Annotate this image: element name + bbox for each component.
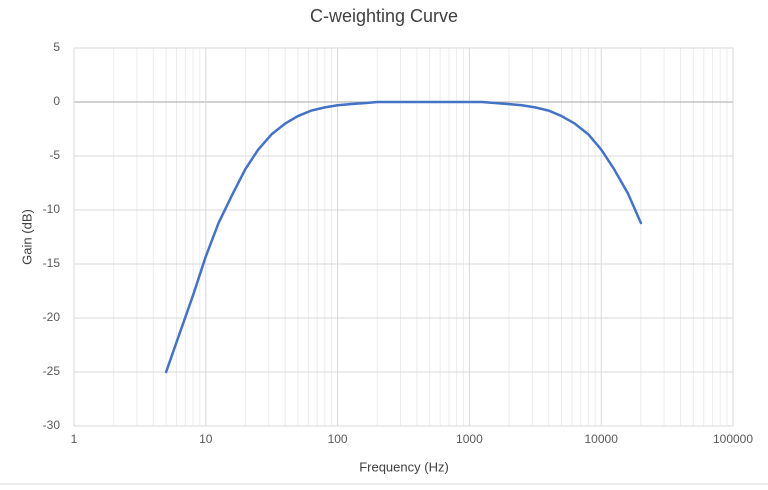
plot-border — [73, 47, 734, 427]
x-tick-label: 100000 — [713, 432, 753, 446]
y-tick-label: -25 — [43, 364, 61, 378]
x-tick-label: 1000 — [456, 432, 483, 446]
y-tick-label: 5 — [53, 40, 60, 54]
y-tick-label: -10 — [43, 202, 61, 216]
y-tick-label: -5 — [49, 148, 60, 162]
x-tick-label: 10000 — [585, 432, 619, 446]
data-line — [164, 100, 643, 374]
y-tick-label: -15 — [43, 256, 61, 270]
chart-title: C-weighting Curve — [310, 6, 458, 26]
x-tick-label: 10 — [199, 432, 213, 446]
y-tick-label: -30 — [43, 418, 61, 432]
y-tick-label: 0 — [53, 94, 60, 108]
x-tick-label: 1 — [71, 432, 78, 446]
x-tick-label: 100 — [328, 432, 348, 446]
y-axis-title: Gain (dB) — [19, 209, 34, 265]
x-axis-title: Frequency (Hz) — [359, 459, 449, 474]
y-tick-label: -20 — [43, 310, 61, 324]
